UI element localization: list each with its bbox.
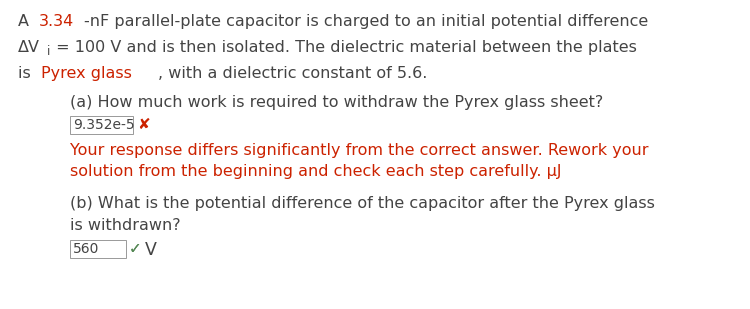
- Text: is withdrawn?: is withdrawn?: [70, 218, 181, 233]
- Text: Pyrex glass: Pyrex glass: [41, 66, 132, 81]
- Text: = 100 V and is then isolated. The dielectric material between the plates: = 100 V and is then isolated. The dielec…: [51, 40, 637, 55]
- Text: solution from the beginning and check each step carefully. μJ: solution from the beginning and check ea…: [70, 164, 562, 179]
- Text: 560: 560: [73, 242, 99, 256]
- Text: -nF parallel-plate capacitor is charged to an initial potential difference: -nF parallel-plate capacitor is charged …: [84, 14, 649, 29]
- Text: (a) How much work is required to withdraw the Pyrex glass sheet?: (a) How much work is required to withdra…: [70, 95, 603, 110]
- Text: i: i: [46, 45, 50, 58]
- Text: ✓: ✓: [129, 241, 142, 256]
- FancyBboxPatch shape: [70, 239, 125, 257]
- Text: 3.34: 3.34: [39, 14, 74, 29]
- Text: ΔV: ΔV: [18, 40, 40, 55]
- Text: V: V: [145, 241, 157, 259]
- Text: 9.352e-5: 9.352e-5: [73, 118, 135, 132]
- Text: , with a dielectric constant of 5.6.: , with a dielectric constant of 5.6.: [158, 66, 428, 81]
- Text: (b) What is the potential difference of the capacitor after the Pyrex glass: (b) What is the potential difference of …: [70, 196, 655, 211]
- Text: is: is: [18, 66, 36, 81]
- FancyBboxPatch shape: [70, 116, 133, 133]
- Text: Your response differs significantly from the correct answer. Rework your: Your response differs significantly from…: [70, 143, 649, 158]
- Text: ✓: ✓: [129, 241, 142, 256]
- Text: ✘: ✘: [137, 117, 150, 132]
- Text: A: A: [18, 14, 34, 29]
